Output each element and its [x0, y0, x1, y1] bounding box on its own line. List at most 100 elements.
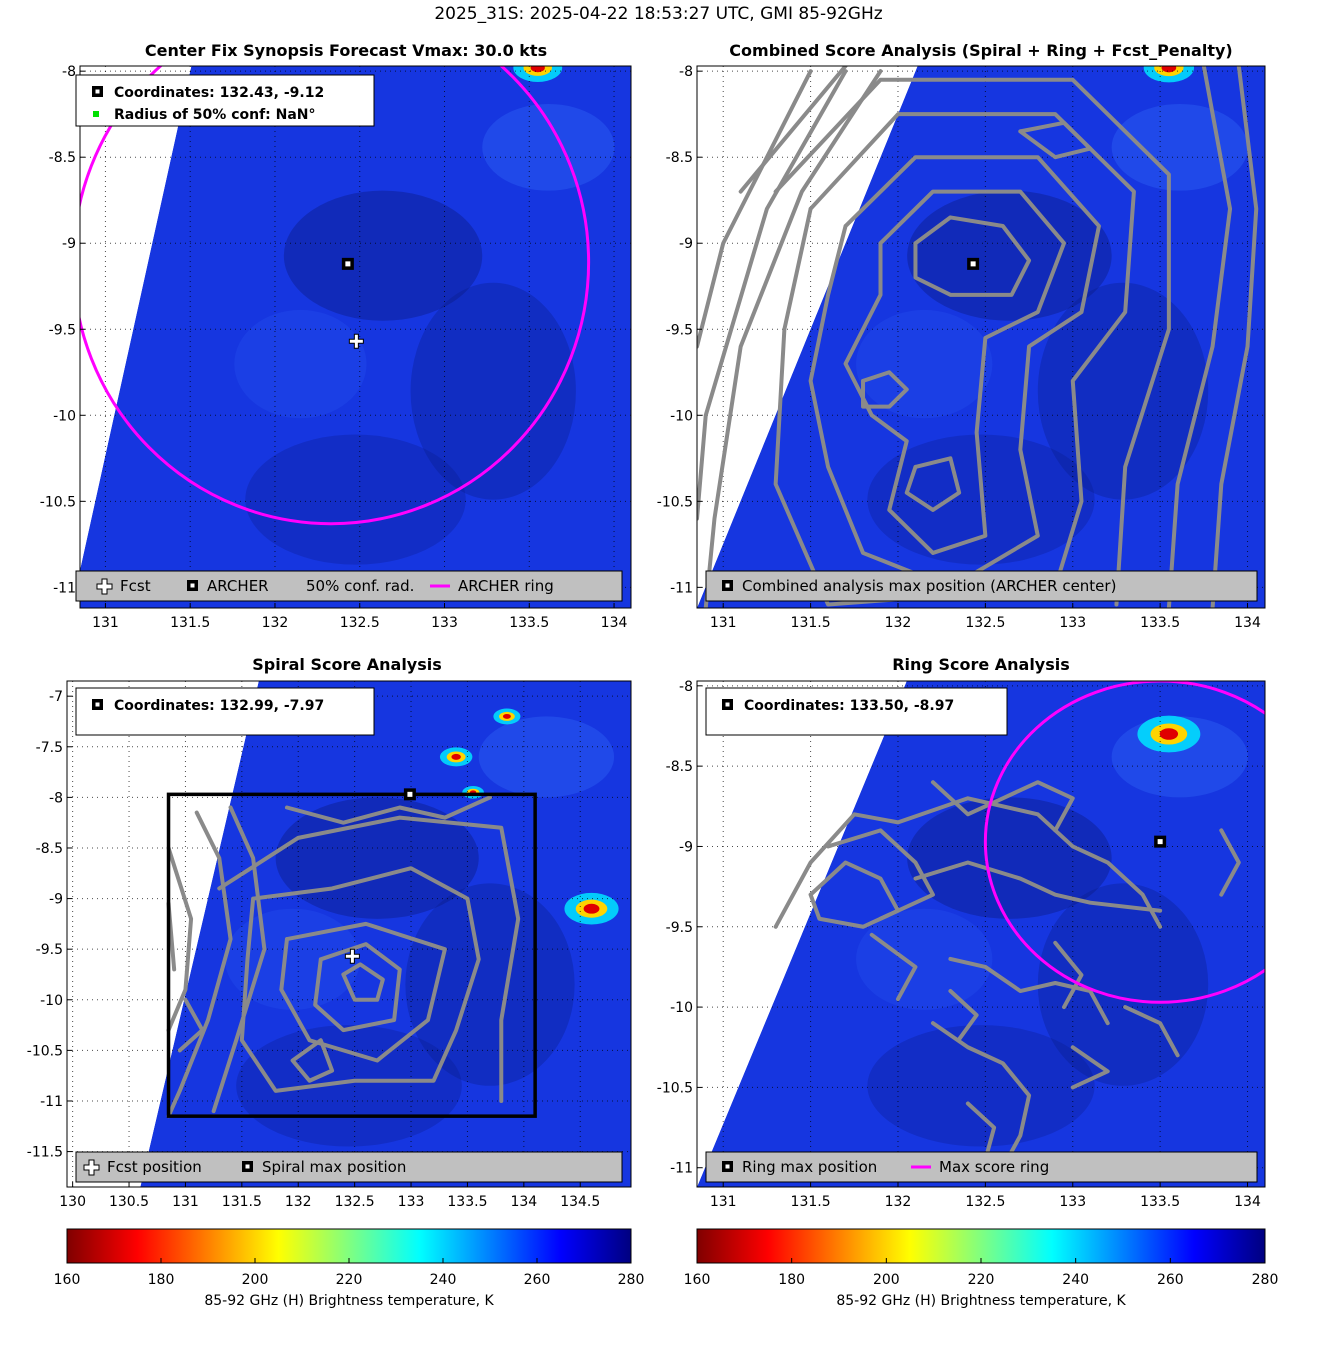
- field-texture: [283, 190, 483, 321]
- score-contour: [313, 942, 402, 1033]
- y-tick-label: -10: [670, 408, 693, 424]
- score-contour: [697, 69, 848, 521]
- legend-forecast-icon: [96, 578, 113, 595]
- brightness-field: [140, 681, 631, 1187]
- no-data-mask: [80, 66, 192, 608]
- score-contour: [217, 815, 521, 1103]
- x-tick-label: 132: [885, 615, 912, 631]
- x-tick-label: 131: [92, 615, 119, 631]
- colorbar-tick-label: 160: [684, 1272, 711, 1288]
- field-texture: [482, 103, 615, 191]
- x-tick-label: 132.5: [965, 1194, 1005, 1210]
- x-tick-label: 133: [1059, 1194, 1086, 1210]
- y-tick-label: -9: [679, 236, 693, 252]
- panel-title-combined: Combined Score Analysis (Spiral + Ring +…: [729, 41, 1232, 60]
- y-tick-label: -10: [40, 993, 63, 1009]
- y-tick-label: -10: [670, 1000, 693, 1016]
- score-contour: [930, 780, 1075, 833]
- y-tick-label: -9.5: [666, 322, 693, 338]
- y-tick-label: -8.5: [666, 150, 693, 166]
- x-tick-label: 132: [885, 1194, 912, 1210]
- x-tick-label: 133.5: [509, 615, 549, 631]
- colorbar-tick-label: 280: [1252, 1272, 1279, 1288]
- colorbar-label: 85-92 GHz (H) Brightness temperature, K: [836, 1293, 1126, 1309]
- axes-frame: [79, 65, 632, 609]
- score-contour: [1053, 940, 1084, 1010]
- field-texture: [1111, 103, 1248, 191]
- panel-combined: Combined Score Analysis (Spiral + Ring +…: [657, 41, 1266, 631]
- colorbar-tick-label: 200: [242, 1272, 269, 1288]
- legend-item: ARCHER ring: [458, 577, 554, 595]
- score-contour: [1070, 1045, 1110, 1090]
- colorbar-gradient: [696, 1228, 1266, 1264]
- colorbar-tick-label: 260: [1157, 1272, 1184, 1288]
- info-archer-icon-center: [95, 89, 100, 94]
- score-contour: [279, 921, 447, 1063]
- axes-frame: [696, 680, 1266, 1188]
- plot-area-spiral: [67, 681, 631, 1187]
- score-contour: [341, 962, 385, 1002]
- panel-spiral: Spiral Score Analysis 130 130.5 131 131.5 132…: [27, 655, 632, 1210]
- panel-ring: Ring Score Analysis 131 131.5 132 132.5 133 13…: [657, 655, 1266, 1210]
- score-contour: [843, 189, 1067, 555]
- score-contour: [703, 69, 883, 608]
- score-contour: [904, 456, 962, 512]
- panel-title-ring: Ring Score Analysis: [892, 655, 1070, 674]
- info-box: [705, 687, 1008, 736]
- colorbar-tick-label: 240: [430, 1272, 457, 1288]
- x-tick-label: 132.5: [965, 615, 1005, 631]
- axes-frame: [696, 65, 1266, 609]
- field-texture: [856, 908, 993, 1010]
- x-tick-label: 134: [510, 1194, 537, 1210]
- search-box: [166, 792, 537, 1118]
- score-contour: [948, 989, 979, 1042]
- x-tick-label: 133.5: [1140, 1194, 1180, 1210]
- colorbar-tick-label: 260: [524, 1272, 551, 1288]
- plot-area-combined: [697, 66, 1265, 608]
- x-tick-label: 131.5: [791, 1194, 831, 1210]
- legend-box: [75, 1151, 623, 1183]
- legend-item: Fcst position: [107, 1158, 202, 1176]
- no-data-mask: [697, 681, 907, 1187]
- colorbar-left: 160 180 200 220 240 260 280 85-92 GHz (H) Brigh…: [54, 1228, 644, 1309]
- colorbar-tick-label: 200: [873, 1272, 900, 1288]
- y-tick-label: -8: [679, 64, 693, 80]
- score-contour: [773, 77, 1171, 607]
- info-conf-icon: [93, 111, 99, 117]
- legend-item: ARCHER: [207, 577, 269, 595]
- y-tick-label: -8: [62, 64, 76, 80]
- score-contour: [697, 69, 813, 349]
- field-texture: [907, 190, 1112, 321]
- cold-cloud-red: [1159, 728, 1179, 740]
- legend-item: Combined analysis max position (ARCHER c…: [742, 577, 1116, 595]
- colorbar-gradient: [66, 1228, 632, 1264]
- archer-marker-center: [1157, 839, 1163, 845]
- y-tick-label: -10.5: [657, 1080, 693, 1096]
- legend-item: Max score ring: [939, 1158, 1049, 1176]
- field-texture: [405, 883, 575, 1086]
- score-contour: [290, 1038, 335, 1083]
- score-contour: [948, 956, 1110, 1026]
- legend-box: [75, 570, 623, 602]
- y-tick-label: -9: [62, 236, 76, 252]
- archer-marker-center: [970, 261, 976, 267]
- y-tick-label: -9.5: [49, 322, 76, 338]
- legend-archer-icon-center: [190, 583, 195, 588]
- y-tick-label: -8: [679, 679, 693, 695]
- legend-archer-icon-center: [725, 583, 730, 588]
- cold-cloud-red: [451, 753, 461, 760]
- y-tick-label: -10: [53, 408, 76, 424]
- y-tick-label: -9: [49, 892, 63, 908]
- x-tick-label: 133: [398, 1194, 425, 1210]
- field-texture: [410, 282, 576, 500]
- panel-title-spiral: Spiral Score Analysis: [252, 655, 442, 674]
- field-texture: [478, 716, 615, 798]
- brightness-field: [697, 681, 1265, 1187]
- legend-archer-icon-center: [725, 1164, 730, 1169]
- info-line: Coordinates: 132.99, -7.97: [114, 698, 324, 714]
- y-tick-label: -11: [40, 1094, 63, 1110]
- archer-marker-center: [345, 261, 351, 267]
- y-tick-label: -8.5: [36, 841, 63, 857]
- colorbar-tick-label: 180: [778, 1272, 805, 1288]
- cold-cloud-red: [583, 903, 600, 914]
